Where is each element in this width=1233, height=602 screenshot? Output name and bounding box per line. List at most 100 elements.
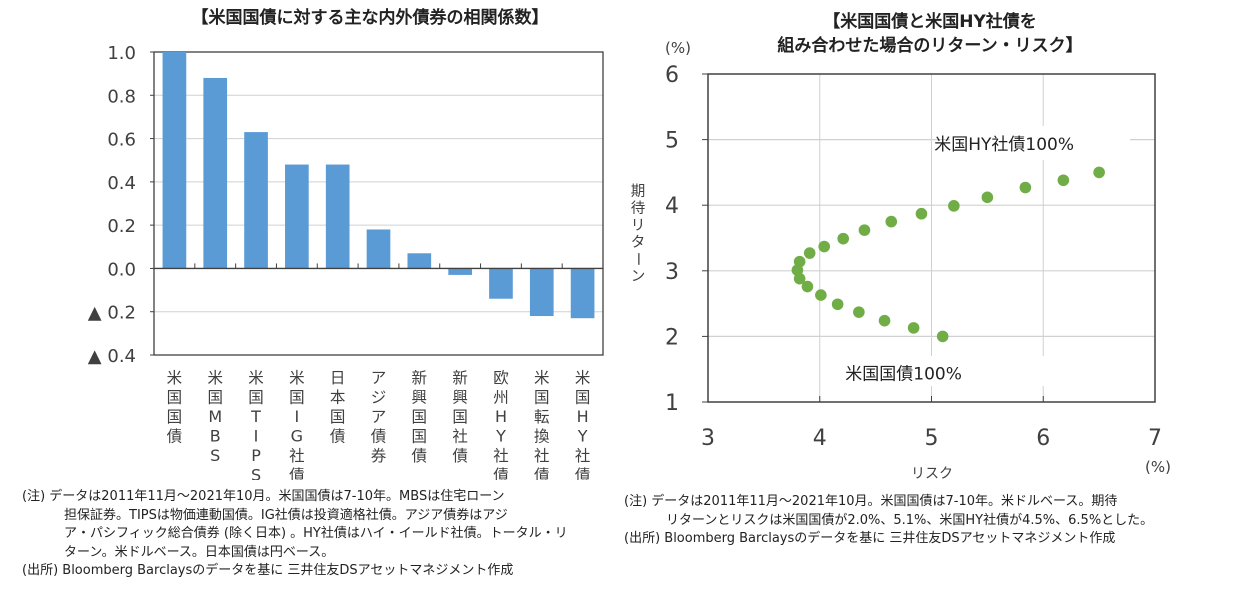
category-label-char: 社 [493,447,509,465]
category-label-char: 債 [493,467,509,481]
data-point [1019,181,1032,194]
category-label-char: S [251,466,261,481]
data-point [793,255,806,268]
category-label-char: 新 [452,369,468,387]
bar [366,229,391,269]
annotation-background [880,356,1050,386]
bar [570,268,595,319]
category-label-char: 米 [289,369,305,387]
y-tick-label: 3 [665,260,679,285]
y-axis-label-char: 待 [631,200,646,217]
y-axis-label-char: タ [631,234,646,251]
data-point [803,247,816,259]
y-tick-label: ▲ 0.4 [88,346,136,367]
category-label-char: 国 [289,389,305,407]
category-label-char: 社 [289,447,305,465]
annotation-background [950,126,1130,160]
y-tick-label: 1 [665,391,679,416]
data-point [815,289,827,301]
y-tick-label: 4 [665,194,679,219]
y-tick-label: 0.2 [107,216,136,237]
category-label-char: I [295,407,300,426]
data-point [981,191,994,204]
data-point [853,306,865,318]
x-tick-label: 7 [1148,426,1162,451]
category-label-char: 債 [371,428,387,446]
data-point [1057,174,1070,187]
category-label-char: 債 [452,447,468,465]
category-label-char: T [250,407,261,426]
scatter-title-line-2: 組み合わせた場合のリターン・リスク】 [777,36,1083,56]
y-tick-label: 0.4 [107,173,136,194]
scatter-chart-notes: (注) データは2011年11月～2021年10月。米国国債は7-10年。米ドル… [624,493,1153,549]
bar [244,132,268,269]
note-line: (注) データは2011年11月～2021年10月。米国国債は7-10年。米ドル… [624,494,1118,509]
y-tick-label: 0.8 [107,86,136,107]
category-label-char: P [251,446,261,465]
bar-chart-title: 【米国国債に対する主な内外債券の相関係数】 [191,8,549,28]
data-point [915,207,928,220]
note-line: リターンとリスクは米国国債が2.0%、5.1%、米国HY社債が4.5%、6.5%… [666,512,1154,528]
y-tick-label: 0.0 [107,259,136,280]
category-label-char: 国 [412,428,428,446]
data-point [858,224,871,236]
bar [203,77,228,269]
category-label-char: 米 [207,369,223,387]
y-axis-label-char: ン [631,269,646,285]
category-label-char: 転 [534,408,550,426]
category-label-char: 国 [412,408,428,426]
category-label-char: 日 [330,369,346,387]
y-tick-label: ▲ 0.2 [88,303,136,324]
category-label-char: 債 [575,467,591,481]
category-label-char: 州 [493,389,509,407]
note-line: 担保証券。TIPSは物価連動国債。IG社債は投資適格社債。アジア債券はアジ [64,507,508,523]
bar [325,164,350,269]
category-label-char: 米 [534,369,550,387]
category-label-char: 興 [412,389,428,407]
bar [448,268,472,275]
bar [285,164,309,269]
category-label-char: M [208,407,222,426]
category-label-char: S [210,446,220,465]
category-label-char: 国 [534,389,550,407]
data-point [831,298,844,311]
return-risk-chart-panel: 【米国国債と米国HY社債を 組み合わせた場合のリターン・リスク】 1 2 3 4 5 6 3… [620,0,1233,602]
category-label-char: H [495,407,507,426]
category-label-char: 債 [412,447,428,465]
y-axis-label-char: 期 [631,183,646,200]
y-tick-label: 6 [665,63,679,88]
note-line: (注) データは2011年11月～2021年10月。米国国債は7-10年。MBS… [22,489,505,504]
category-label-char: 社 [575,447,591,465]
x-tick-label: 3 [701,426,715,451]
bar [162,52,187,269]
category-label-char: 国 [167,408,183,426]
bar [529,268,554,317]
x-tick-label: 6 [1036,426,1050,451]
category-label-char: 債 [330,428,346,446]
bar [407,253,432,269]
data-point [837,232,850,245]
category-label-char: ア [371,408,387,426]
x-axis-label: リスク [911,466,953,482]
bar [489,268,513,299]
category-label-char: 欧 [493,369,509,387]
category-label-char: Y [577,427,588,446]
scatter-title-line-1: 【米国国債と米国HY社債を [823,12,1037,32]
data-point [948,200,960,212]
y-axis-label-char: ー [629,252,645,267]
data-point [818,240,831,253]
category-label-char: H [577,407,589,426]
data-point [907,322,920,334]
y-tick-label: 2 [665,325,679,350]
category-label-char: ア [371,369,387,387]
category-label-char: 国 [167,389,183,407]
category-label-char: I [254,427,259,446]
annotation-treasury-100: 米国国債100% [845,364,962,384]
category-label-char: Y [495,427,506,446]
category-label-char: 国 [207,389,223,407]
note-line: ア・パシフィック総合債券 (除く日本) 。HY社債はハイ・イールド社債。トータル… [64,526,568,541]
category-label-char: 債 [289,467,305,481]
category-label-char: 国 [452,408,468,426]
y-tick-label: 1.0 [107,43,136,64]
category-label-char: ジ [371,389,387,407]
